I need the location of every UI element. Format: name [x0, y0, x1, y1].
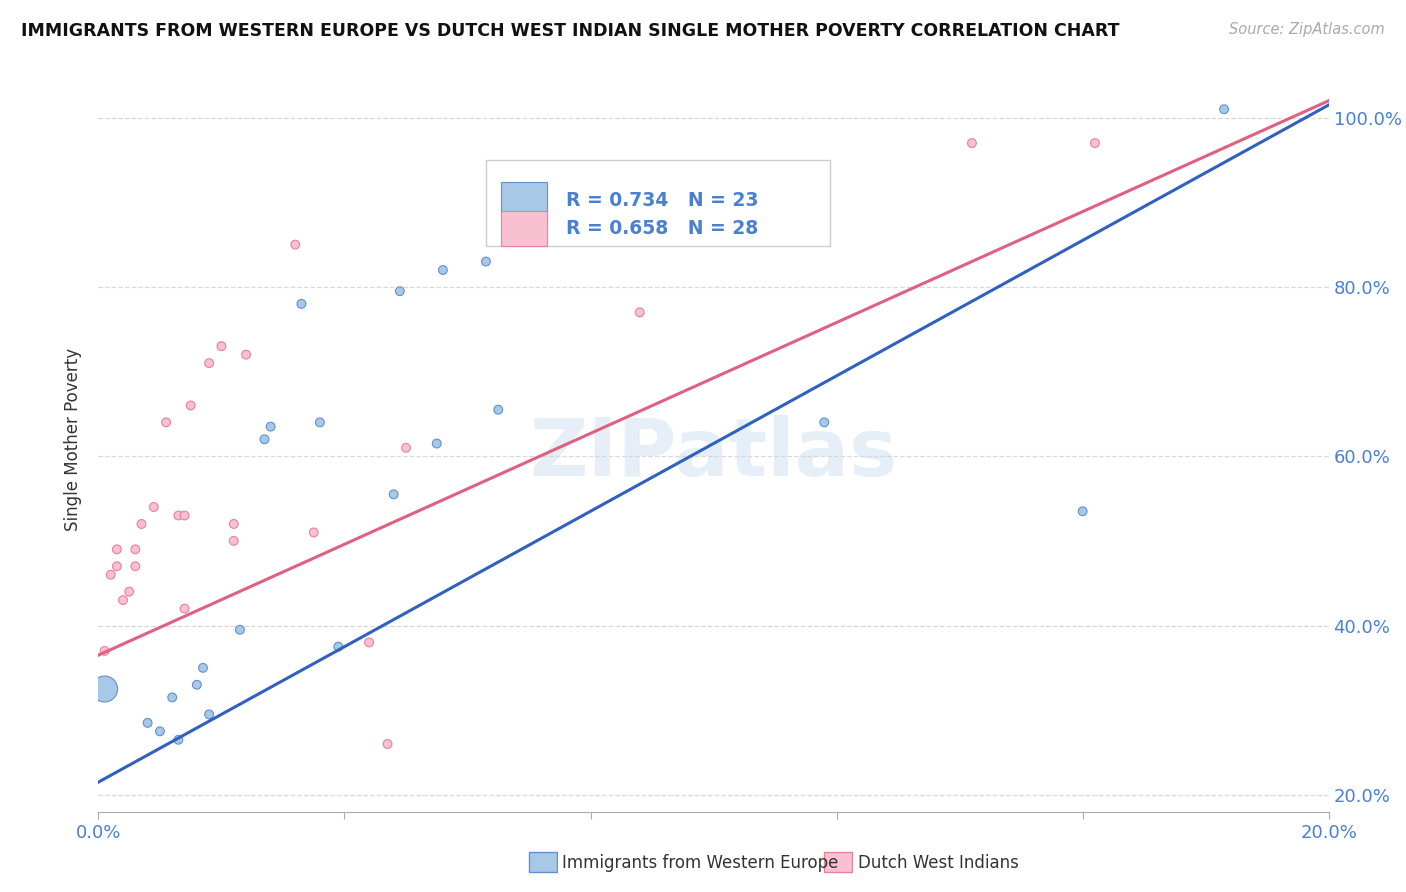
- Point: [191, 661, 214, 675]
- Point: [284, 237, 307, 252]
- Point: [357, 635, 380, 649]
- Point: [180, 399, 202, 413]
- Point: [93, 681, 115, 696]
- Point: [93, 644, 115, 658]
- Point: [155, 416, 177, 430]
- Point: [105, 559, 128, 574]
- Point: [211, 339, 233, 353]
- Text: ZIPatlas: ZIPatlas: [530, 415, 897, 493]
- Point: [112, 593, 135, 607]
- Point: [222, 516, 245, 531]
- Point: [173, 508, 195, 523]
- Point: [426, 436, 449, 450]
- Point: [432, 263, 454, 277]
- Point: [960, 136, 983, 150]
- Point: [377, 737, 399, 751]
- Point: [475, 254, 498, 268]
- Point: [260, 419, 283, 434]
- Point: [388, 284, 411, 298]
- Text: Dutch West Indians: Dutch West Indians: [858, 854, 1018, 871]
- Point: [290, 297, 312, 311]
- Point: [1084, 136, 1107, 150]
- Text: IMMIGRANTS FROM WESTERN EUROPE VS DUTCH WEST INDIAN SINGLE MOTHER POVERTY CORREL: IMMIGRANTS FROM WESTERN EUROPE VS DUTCH …: [21, 22, 1119, 40]
- Point: [235, 348, 257, 362]
- Point: [162, 690, 183, 705]
- Point: [105, 542, 128, 557]
- Point: [198, 707, 221, 722]
- Point: [118, 584, 141, 599]
- Point: [328, 640, 350, 654]
- Point: [198, 356, 221, 370]
- Point: [167, 732, 190, 747]
- Point: [229, 623, 252, 637]
- Point: [628, 305, 651, 319]
- Point: [1071, 504, 1094, 518]
- Point: [131, 516, 153, 531]
- Point: [309, 416, 332, 430]
- Bar: [501, 211, 547, 246]
- Point: [124, 559, 146, 574]
- Point: [173, 601, 195, 615]
- Bar: [529, 852, 557, 871]
- Text: R = 0.658   N = 28: R = 0.658 N = 28: [567, 219, 758, 238]
- Point: [222, 533, 245, 548]
- Point: [302, 525, 325, 540]
- FancyBboxPatch shape: [486, 160, 831, 245]
- Text: Immigrants from Western Europe: Immigrants from Western Europe: [562, 854, 839, 871]
- Point: [100, 567, 122, 582]
- Y-axis label: Single Mother Poverty: Single Mother Poverty: [65, 348, 83, 531]
- Point: [149, 724, 172, 739]
- Point: [167, 508, 190, 523]
- Point: [124, 542, 146, 557]
- Bar: [501, 182, 547, 219]
- Bar: [824, 852, 852, 871]
- Point: [136, 715, 159, 730]
- Text: R = 0.734   N = 23: R = 0.734 N = 23: [567, 191, 758, 210]
- Point: [253, 433, 276, 447]
- Point: [813, 416, 835, 430]
- Point: [395, 441, 418, 455]
- Text: Source: ZipAtlas.com: Source: ZipAtlas.com: [1229, 22, 1385, 37]
- Point: [382, 487, 405, 501]
- Point: [486, 402, 509, 417]
- Point: [142, 500, 165, 514]
- Point: [186, 678, 208, 692]
- Point: [1213, 102, 1236, 116]
